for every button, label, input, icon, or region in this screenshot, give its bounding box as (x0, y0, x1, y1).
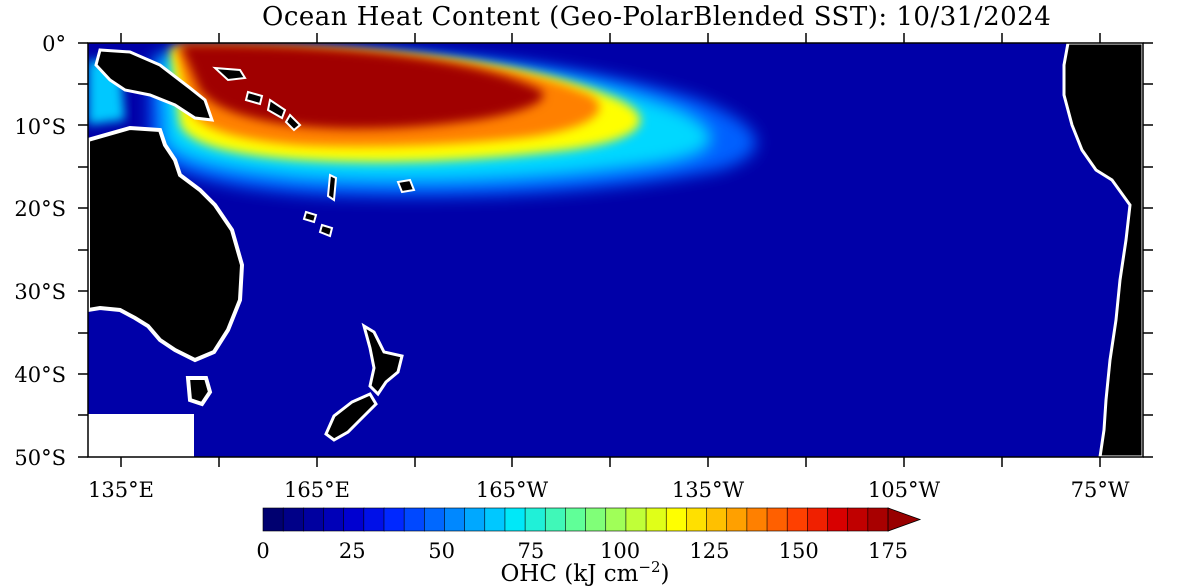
colorbar-swatch (726, 507, 748, 532)
colorbar-tick-label: 150 (779, 539, 819, 563)
australia-landmass (88, 125, 245, 363)
colorbar-tick-label: 25 (339, 539, 366, 563)
colorbar-swatch (786, 507, 809, 532)
colorbar-swatch (363, 507, 385, 532)
lat-label-50s: 50°S (14, 446, 66, 470)
colorbar-swatch (464, 507, 486, 532)
map-field (88, 43, 1143, 457)
colorbar-unit-label: OHC (kJ cm−2) (500, 558, 669, 587)
colorbar-swatch (585, 507, 607, 532)
colorbar-swatch (565, 507, 587, 532)
colorbar-overflow-arrow (887, 507, 922, 532)
colorbar-tick-label: 0 (256, 539, 269, 563)
lon-label-105w: 105°W (868, 478, 941, 502)
islands-bismarck (212, 66, 302, 132)
colorbar-swatch (524, 507, 547, 532)
colorbar-tick-label: 100 (600, 539, 640, 563)
colorbar-swatch (645, 507, 668, 532)
new-zealand-south-island (324, 392, 378, 442)
colorbar-tick-label: 125 (689, 539, 729, 563)
lat-label-30s: 30°S (14, 280, 66, 304)
lon-label-135w: 135°W (672, 478, 745, 502)
tasmania-landmass (185, 376, 213, 407)
colorbar-swatch (484, 507, 506, 532)
colorbar-swatch (706, 507, 728, 532)
lon-label-165w: 165°W (476, 478, 549, 502)
colorbar-tick-label: 50 (428, 539, 455, 563)
colorbar-swatch (605, 507, 627, 532)
colorbar-swatch (665, 507, 688, 532)
colorbar-tick-labels: 0 25 50 75 100 125 150 175 (256, 539, 908, 563)
latitude-ticks (78, 42, 1153, 458)
colorbar-swatch (423, 507, 446, 532)
no-data-region (88, 414, 194, 457)
lon-label-75w: 75°W (1071, 478, 1130, 502)
lon-label-135e: 135°E (88, 478, 154, 502)
colorbar-tick-label: 175 (868, 539, 908, 563)
colorbar-swatch (303, 507, 325, 532)
colorbar-swatch (746, 507, 768, 532)
islands-vanuatu-fiji (302, 173, 416, 238)
lat-label-10s: 10°S (14, 115, 66, 139)
colorbar-swatch (625, 507, 647, 532)
colorbar-swatch (262, 507, 284, 532)
colorbar-swatch (282, 507, 305, 532)
map-title: Ocean Heat Content (Geo-PolarBlended SST… (262, 2, 1052, 32)
lat-label-20s: 20°S (14, 197, 66, 221)
longitude-ticks (120, 33, 1101, 467)
colorbar-swatch (544, 507, 567, 532)
colorbar-swatch (403, 507, 426, 532)
colorbar-swatch (323, 507, 345, 532)
colorbar-swatch (766, 507, 788, 532)
lon-label-165e: 165°E (284, 478, 350, 502)
south-america-landmass (1062, 43, 1143, 457)
colorbar-swatch (686, 507, 708, 532)
colorbar-swatch (444, 507, 466, 532)
colorbar-swatch (343, 507, 365, 532)
lat-label-40s: 40°S (14, 363, 66, 387)
colorbar (262, 507, 922, 532)
colorbar-swatch (504, 507, 526, 532)
colorbar-swatch (807, 507, 829, 532)
lat-label-0: 0° (42, 32, 66, 56)
colorbar-tick-label: 75 (518, 539, 545, 563)
colorbar-swatch (867, 507, 889, 532)
new-guinea-landmass (94, 48, 215, 122)
colorbar-swatch (827, 507, 849, 532)
new-zealand-north-island (361, 322, 404, 397)
colorbar-swatch (383, 507, 405, 532)
colorbar-swatch (847, 507, 869, 532)
